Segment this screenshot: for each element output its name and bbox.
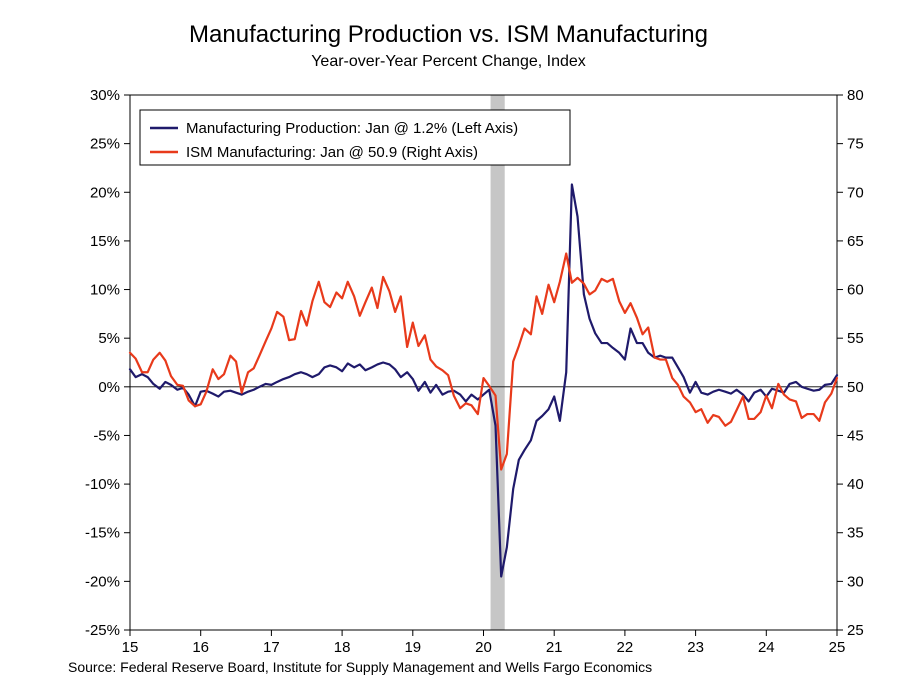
x-tick-label: 18 (334, 639, 351, 656)
legend-label: ISM Manufacturing: Jan @ 50.9 (Right Axi… (186, 144, 478, 161)
legend-label: Manufacturing Production: Jan @ 1.2% (Le… (186, 120, 518, 137)
x-tick-label: 23 (687, 639, 704, 656)
x-tick-label: 22 (617, 639, 634, 656)
chart-subtitle: Year-over-Year Percent Change, Index (311, 53, 586, 70)
y-left-tick-label: 25% (90, 136, 120, 153)
y-left-tick-label: 0% (98, 379, 120, 396)
y-right-tick-label: 65 (847, 233, 864, 250)
y-right-tick-label: 75 (847, 136, 864, 153)
y-left-tick-label: 5% (98, 330, 120, 347)
y-left-tick-label: -10% (85, 476, 120, 493)
y-right-tick-label: 35 (847, 525, 864, 542)
x-tick-label: 20 (475, 639, 492, 656)
x-tick-label: 17 (263, 639, 280, 656)
x-tick-label: 24 (758, 639, 775, 656)
recession-band (491, 95, 505, 630)
chart-container: Manufacturing Production vs. ISM Manufac… (10, 10, 887, 658)
y-right-tick-label: 50 (847, 379, 864, 396)
y-right-tick-label: 45 (847, 427, 864, 444)
x-tick-label: 25 (829, 639, 846, 656)
y-right-tick-label: 30 (847, 573, 864, 590)
y-left-tick-label: 15% (90, 233, 120, 250)
y-right-tick-label: 25 (847, 622, 864, 639)
y-left-tick-label: 10% (90, 282, 120, 299)
y-left-tick-label: 30% (90, 87, 120, 104)
y-left-tick-label: -5% (93, 427, 120, 444)
y-left-tick-label: 20% (90, 184, 120, 201)
chart-source: Source: Federal Reserve Board, Institute… (68, 659, 652, 675)
y-left-tick-label: -15% (85, 525, 120, 542)
y-right-tick-label: 70 (847, 184, 864, 201)
series-line (130, 254, 837, 470)
x-tick-label: 16 (192, 639, 209, 656)
y-left-tick-label: -25% (85, 622, 120, 639)
x-tick-label: 21 (546, 639, 563, 656)
chart-svg: Manufacturing Production vs. ISM Manufac… (10, 10, 887, 678)
y-right-tick-label: 40 (847, 476, 864, 493)
chart-title: Manufacturing Production vs. ISM Manufac… (189, 21, 708, 48)
x-tick-label: 15 (122, 639, 139, 656)
x-tick-label: 19 (404, 639, 421, 656)
y-right-tick-label: 60 (847, 282, 864, 299)
y-left-tick-label: -20% (85, 573, 120, 590)
y-right-tick-label: 80 (847, 87, 864, 104)
y-right-tick-label: 55 (847, 330, 864, 347)
